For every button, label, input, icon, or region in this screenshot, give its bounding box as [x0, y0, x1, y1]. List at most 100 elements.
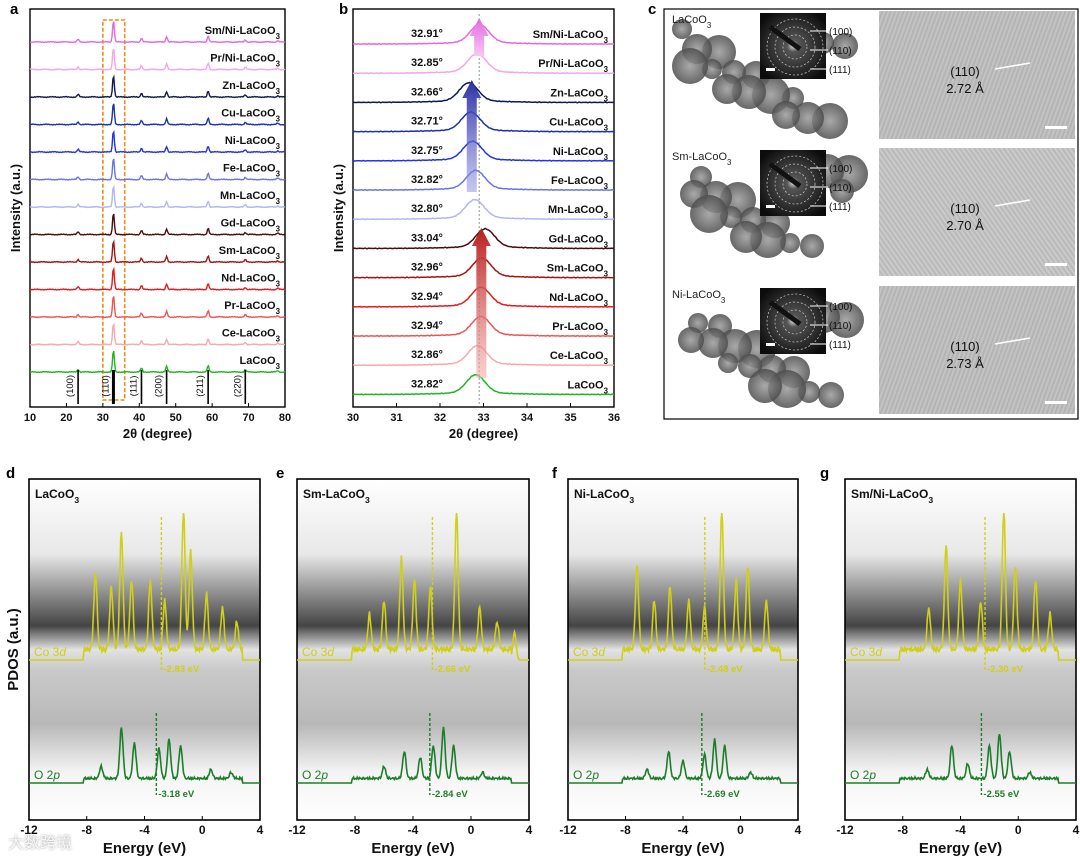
xrd-zoom-series-label-0: Sm/Ni-LaCoO3 [533, 29, 609, 45]
hrtem-arrow-0 [994, 62, 1031, 70]
band-center-label-g-1: -2.55 eV [983, 789, 1020, 800]
tem-particle-2-3 [818, 382, 844, 408]
xrd-series-label-11: Ce-LaCoO3 [222, 328, 281, 344]
b-xtick-label-3: 33 [477, 412, 489, 424]
xrd-series-sm-lacoo3 [29, 239, 286, 264]
a-xtick-label-1: 20 [60, 412, 72, 424]
xrd-series-sm-ni-lacoo3 [29, 21, 286, 44]
tem-particle-2-9 [698, 328, 728, 358]
panel-a-xrd-chart: a Sm/Ni-LaCoO3 Pr/Ni-LaCoO3 Zn-LaCoO3 Cu-La… [8, 1, 291, 441]
pdos-series-e-1 [297, 726, 529, 784]
b-xtick-label-5: 35 [564, 412, 576, 424]
tem-particle-0-9 [832, 33, 858, 59]
xrd-zoom-series-label-2: Zn-LaCoO3 [550, 87, 608, 103]
pdos-series-label-d-0: Co 3d [34, 645, 66, 659]
peak-position-label-6: 32.80° [411, 203, 443, 215]
peak-position-label-9: 32.94° [411, 291, 443, 303]
pdos-title-d: LaCoO3 [35, 487, 79, 505]
xrd-series-label-10: Pr-LaCoO3 [224, 300, 280, 316]
pdos-series-e-0 [297, 512, 529, 661]
peak-position-label-7: 33.04° [411, 232, 443, 244]
panel-letter-e: e [276, 465, 284, 482]
hrtem-d-spacing-label-1: 2.70 Å [946, 218, 984, 233]
pdos-series-label-f-0: Co 3d [573, 645, 605, 659]
panel-e-pdos-chart: e Sm-LaCoO3 -2.66 eV Co 3d -2.84 eV O 2p -12 -… [276, 465, 533, 857]
saed-ring-1-1 [774, 163, 816, 205]
tem-particle-1-13 [830, 179, 854, 203]
shift-arrow-pink [469, 18, 489, 56]
hrtem-scale-bar-1 [1045, 263, 1067, 266]
hrtem-overlay-1 [879, 148, 1075, 276]
peak-position-label-8: 32.96° [411, 262, 443, 274]
b-xtick-label-4: 34 [521, 412, 534, 424]
xrd-series-label-8: Sm-LaCoO3 [219, 245, 281, 261]
peak-position-label-11: 32.86° [411, 349, 443, 361]
xrd-series-ni-lacoo3 [29, 129, 285, 154]
reference-tick-label-1: (110) [100, 375, 111, 396]
pdos-xtick-label-e-2: -4 [408, 823, 419, 837]
pdos-series-d-0 [29, 512, 260, 661]
highlight-box [102, 19, 126, 401]
saed-scale-bar-0 [766, 68, 775, 71]
xrd-series-nd-lacoo3 [29, 266, 286, 291]
xrd-series-zn-lacoo3 [29, 74, 286, 99]
tem-particle-0-0 [672, 19, 692, 39]
a-xtick-label-4: 50 [170, 412, 182, 424]
panel-letter-g: g [820, 465, 829, 482]
tem-particle-2-15 [748, 369, 782, 403]
panel-letter-a: a [10, 1, 19, 18]
saed-ring-2-1 [774, 301, 816, 343]
xrd-series-ce-lacoo3 [29, 322, 285, 346]
reference-tick-label-5: (220) [232, 375, 243, 397]
xrd-zoom-series-6 [352, 198, 615, 221]
reference-tick-label-2: (111) [128, 376, 139, 397]
pdos-series-label-e-0: Co 3d [302, 645, 334, 659]
xrd-zoom-series-label-10: Pr-LaCoO3 [552, 321, 608, 337]
a-xtick-label-5: 60 [206, 412, 218, 424]
pdos-title-e: Sm-LaCoO3 [303, 487, 370, 505]
xrd-series-label-0: Sm/Ni-LaCoO3 [205, 25, 281, 41]
saed-ring-0-2 [766, 18, 824, 76]
hrtem-plane-label-2: (110) [950, 339, 979, 354]
pdos-xtick-label-g-2: -4 [955, 823, 966, 837]
xrd-series-label-7: Gd-LaCoO3 [221, 218, 281, 234]
pdos-xtick-label-g-1: -8 [897, 823, 908, 837]
xrd-series-label-4: Ni-LaCoO3 [225, 135, 281, 151]
tem-sample-label-1: Sm-LaCoO3 [672, 151, 732, 167]
tem-particle-2-14 [718, 353, 738, 373]
xrd-series-label-1: Pr/Ni-LaCoO3 [210, 53, 280, 69]
pdos-xtick-label-d-0: -12 [20, 823, 38, 837]
pdos-xlabel-d: Energy (eV) [103, 840, 186, 857]
peak-position-label-10: 32.94° [411, 320, 443, 332]
pdos-xtick-label-d-3: 0 [199, 823, 206, 837]
xrd-zoom-series-3 [352, 110, 615, 133]
tem-particle-1-15 [730, 221, 762, 253]
pdos-xlabel-f: Energy (eV) [641, 840, 724, 857]
xrd-series-mn-lacoo3 [29, 184, 286, 209]
pdos-xtick-label-d-4: 4 [257, 823, 264, 837]
xrd-series-lacoo3 [29, 350, 286, 374]
hrtem-d-spacing-label-2: 2.73 Å [946, 356, 984, 371]
saed-ring-1-2 [766, 155, 824, 213]
xrd-zoom-series-label-5: Fe-LaCoO3 [551, 175, 609, 191]
pdos-series-f-0 [568, 512, 798, 661]
xrd-zoom-series-label-8: Sm-LaCoO3 [547, 263, 609, 279]
panel-g-pdos-chart: g Sm/Ni-LaCoO3 -2.30 eV Co 3d -2.55 eV O 2p -… [820, 465, 1080, 857]
tem-scale-bar-2 [682, 400, 712, 403]
xrd-series-gd-lacoo3 [29, 213, 286, 236]
peak-position-label-12: 32.82° [411, 378, 443, 390]
pdos-xtick-label-e-0: -12 [288, 823, 306, 837]
ring-label-0-2: (111) [829, 65, 851, 76]
hrtem-arrow-2 [994, 337, 1031, 345]
tem-scale-bar-0 [682, 125, 722, 128]
pdos-series-label-e-1: O 2p [302, 768, 328, 782]
b-xtick-label-1: 31 [390, 412, 402, 424]
tem-sample-label-2: Ni-LaCoO3 [672, 289, 726, 305]
b-xtick-label-2: 32 [434, 412, 446, 424]
xrd-zoom-series-label-9: Nd-LaCoO3 [549, 292, 608, 308]
pdos-series-f-1 [568, 738, 798, 784]
beam-stop-0 [768, 24, 802, 52]
panel-letter-b: b [339, 1, 348, 18]
ring-label-1-0: (100) [829, 164, 852, 175]
